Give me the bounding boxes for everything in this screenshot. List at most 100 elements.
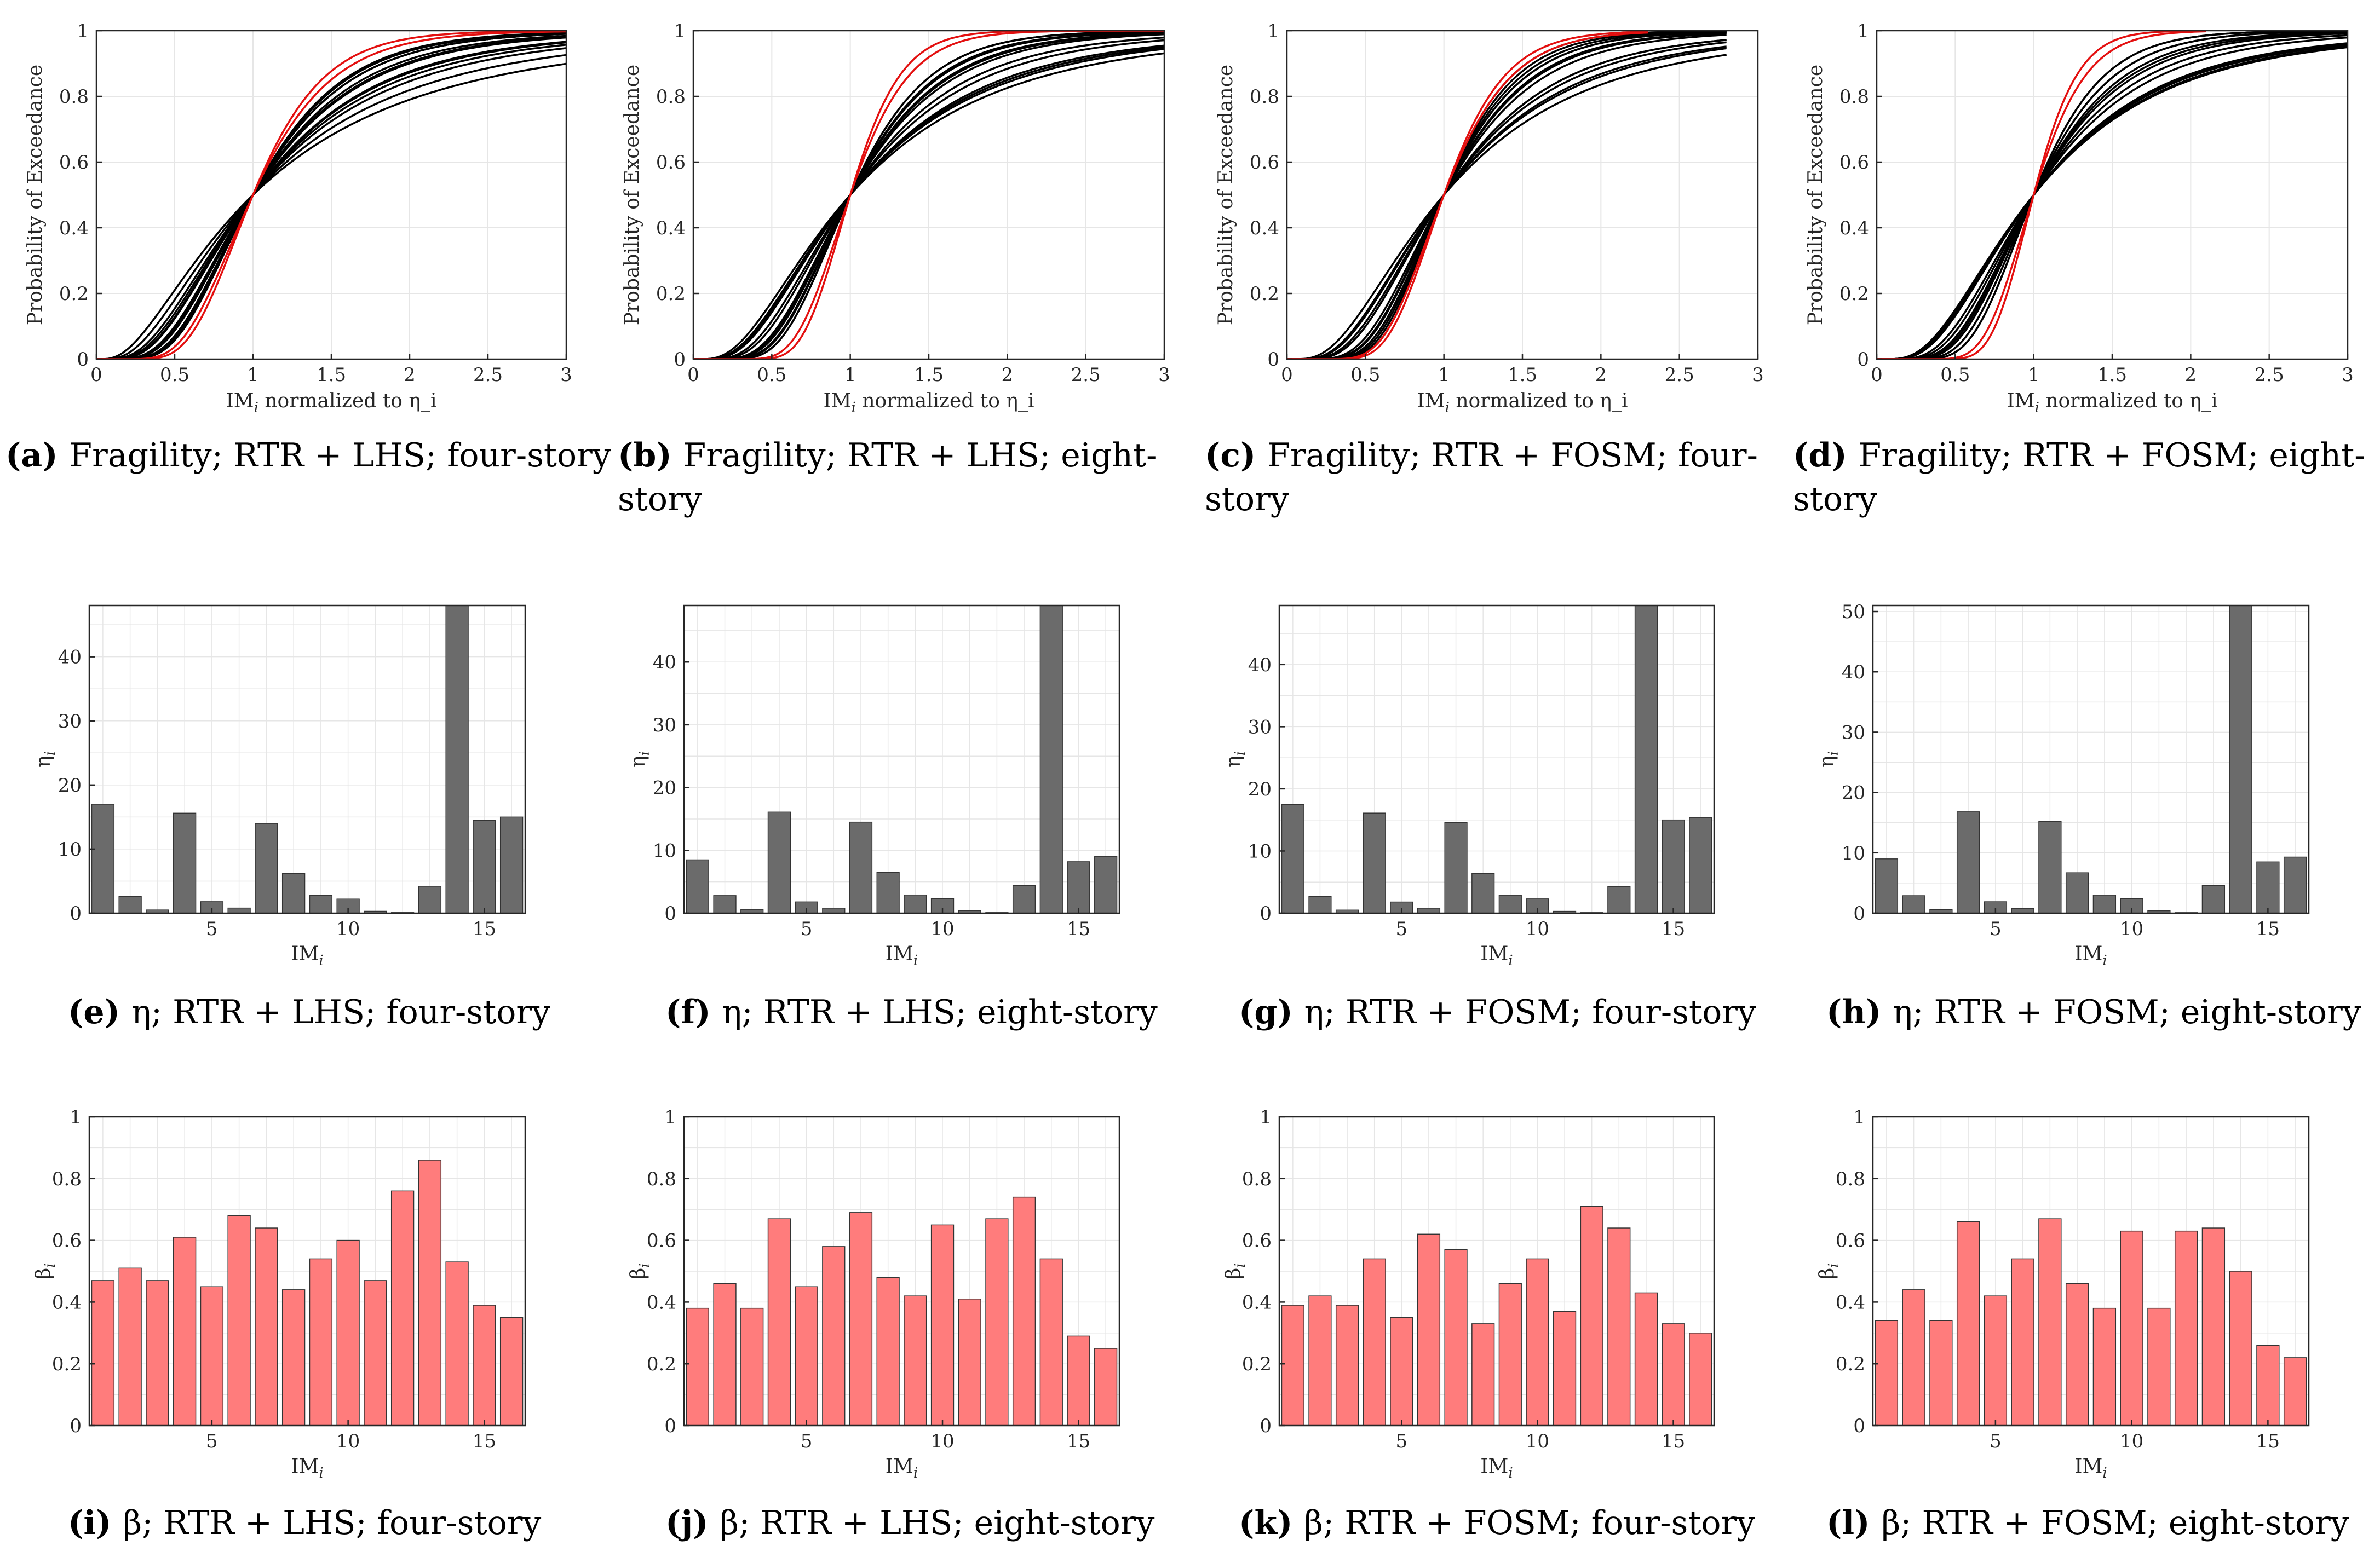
x-tick-label: 0.5	[160, 364, 189, 386]
bar-14	[2229, 605, 2252, 914]
black-fragility-curve-8	[693, 33, 1165, 360]
x-tick-label: 15	[1067, 918, 1090, 940]
red-fragility-curve-2	[1287, 30, 1648, 360]
y-tick-label: 0.8	[1839, 86, 1869, 108]
chart-panel-e: 5 10 15 0 10 20 30 40 IMi ηi (e) η; RTR + LHS; fou…	[32, 604, 550, 1031]
y-tick-label: 0	[70, 903, 82, 925]
caption: (g) η; RTR + FOSM; four-story	[1239, 993, 1756, 1031]
x-axis-label: IMi normalized to η_i	[2007, 390, 2218, 416]
y-tick-label: 0	[664, 1415, 676, 1437]
axes-frame	[683, 1116, 1120, 1427]
bar-2	[1308, 1295, 1332, 1426]
x-tick-label: 10	[336, 918, 360, 940]
x-tick-label: 5	[801, 918, 813, 940]
axes-frame	[1872, 604, 2310, 914]
caption-letter: (g)	[1239, 993, 1304, 1031]
x-tick-label: 0	[90, 364, 102, 386]
y-axis-label: βi	[1222, 1263, 1249, 1279]
bar-8	[1471, 1323, 1495, 1426]
x-axis-label: IMi	[1480, 943, 1513, 969]
bar-16	[1689, 817, 1712, 914]
bar-9	[309, 1258, 333, 1426]
y-tick-label: 0	[664, 903, 676, 925]
chart-panel-c: 0 0.5 1 1.5 2 2.5 3 0 0.2 0.4 0.6 0.8 1 IMi normalize…	[1205, 20, 1764, 518]
bar-14	[445, 1261, 469, 1426]
bar-9	[904, 894, 927, 914]
x-axis-label: IMi	[291, 1455, 323, 1481]
y-tick-label: 0.4	[1839, 217, 1869, 239]
bar-10	[2120, 1230, 2143, 1426]
x-tick-label: 2.5	[1071, 364, 1101, 386]
axes-frame	[683, 604, 1120, 914]
y-tick-label: 0.2	[656, 283, 686, 305]
black-fragility-curve-15	[1877, 42, 2348, 360]
bar-8	[281, 873, 306, 914]
bar-7	[1444, 822, 1468, 914]
y-tick-label: 40	[1842, 661, 1865, 683]
caption-text: η; RTR + FOSM; eight-story	[1893, 993, 2361, 1031]
y-tick-label: 0.4	[656, 217, 686, 239]
y-tick-label: 0	[1857, 349, 1869, 371]
black-fragility-curve-3	[1287, 31, 1727, 360]
y-tick-label: 30	[1248, 716, 1272, 738]
y-tick-label: 50	[1842, 601, 1865, 623]
bar-6	[2011, 1258, 2034, 1426]
bar-8	[876, 872, 900, 914]
caption-text: η; RTR + FOSM; four-story	[1304, 993, 1756, 1031]
caption-letter: (f)	[665, 993, 722, 1031]
chart-panel-g: 5 10 15 0 10 20 30 40 IMi ηi (g) η; RTR + FOSM; fo…	[1222, 604, 1756, 1031]
bar-7	[2038, 821, 2062, 914]
bar-6	[822, 1246, 846, 1426]
x-tick-label: 15	[1662, 918, 1685, 940]
bar-4	[173, 812, 197, 914]
y-tick-label: 0	[77, 349, 89, 371]
caption: (j) β; RTR + LHS; eight-story	[665, 1504, 1154, 1542]
caption-letter: (h)	[1826, 993, 1893, 1031]
caption: (e) η; RTR + LHS; four-story	[68, 993, 550, 1031]
y-tick-label: 10	[1842, 843, 1865, 864]
bar-12	[2174, 1230, 2198, 1426]
x-tick-label: 1	[844, 364, 856, 386]
bar-4	[173, 1237, 197, 1426]
bar-2	[118, 1267, 142, 1426]
y-tick-label: 0.2	[1839, 283, 1869, 305]
y-tick-label: 20	[1842, 782, 1865, 804]
x-tick-label: 1.5	[317, 364, 346, 386]
y-tick-label: 30	[653, 714, 676, 736]
y-tick-label: 40	[58, 647, 82, 668]
bar-4	[1956, 811, 1980, 914]
y-tick-label: 0.8	[1242, 1168, 1272, 1190]
x-tick-label: 1	[2028, 364, 2040, 386]
y-tick-label: 0.8	[656, 86, 686, 108]
y-tick-label: 0.8	[1250, 86, 1279, 108]
caption-text: Fragility; RTR + LHS; eight-	[683, 436, 1158, 475]
x-tick-label: 5	[1990, 1431, 2002, 1452]
chart-panel-h: 5 10 15 0 10 20 30 40 50 IMi ηi (h) η; RTR + FOSM; …	[1816, 601, 2361, 1031]
axes-frame	[88, 1116, 526, 1427]
caption-text: β; RTR + FOSM; four-story	[1304, 1504, 1755, 1542]
x-tick-label: 15	[2256, 918, 2280, 940]
y-axis-label: Probability of Exceedance	[1804, 65, 1827, 325]
y-tick-label: 0	[1853, 1415, 1865, 1437]
black-fragility-curve-8	[1877, 32, 2348, 360]
y-tick-label: 0.6	[52, 1230, 82, 1252]
x-axis-label: IMi normalized to η_i	[1417, 390, 1628, 416]
y-tick-label: 1	[70, 1106, 82, 1128]
x-tick-label: 2	[2185, 364, 2197, 386]
chart-panel-a: 0 0.5 1 1.5 2 2.5 3 0 0.2 0.4 0.6 0.8 1 IMi normalize…	[5, 20, 611, 475]
chart-panel-j: 5 10 15 0 0.2 0.4 0.6 0.8 1 IMi βi (j) β; RTR + LHS…	[627, 1106, 1154, 1542]
bar-3	[740, 1307, 764, 1426]
bar-2	[1308, 896, 1332, 914]
x-tick-label: 1.5	[2097, 364, 2127, 386]
caption: (h) η; RTR + FOSM; eight-story	[1826, 993, 2361, 1031]
caption: (c) Fragility; RTR + FOSM; four-	[1205, 436, 1758, 475]
y-tick-label: 20	[653, 777, 676, 799]
y-tick-label: 1	[77, 20, 89, 42]
x-axis-label: IMi	[886, 943, 918, 969]
caption-letter: (d)	[1793, 436, 1859, 475]
bar-7	[2038, 1218, 2062, 1426]
bar-10	[1526, 1258, 1549, 1426]
x-axis-label: IMi	[2074, 1455, 2107, 1481]
y-tick-label: 0.8	[647, 1168, 676, 1190]
